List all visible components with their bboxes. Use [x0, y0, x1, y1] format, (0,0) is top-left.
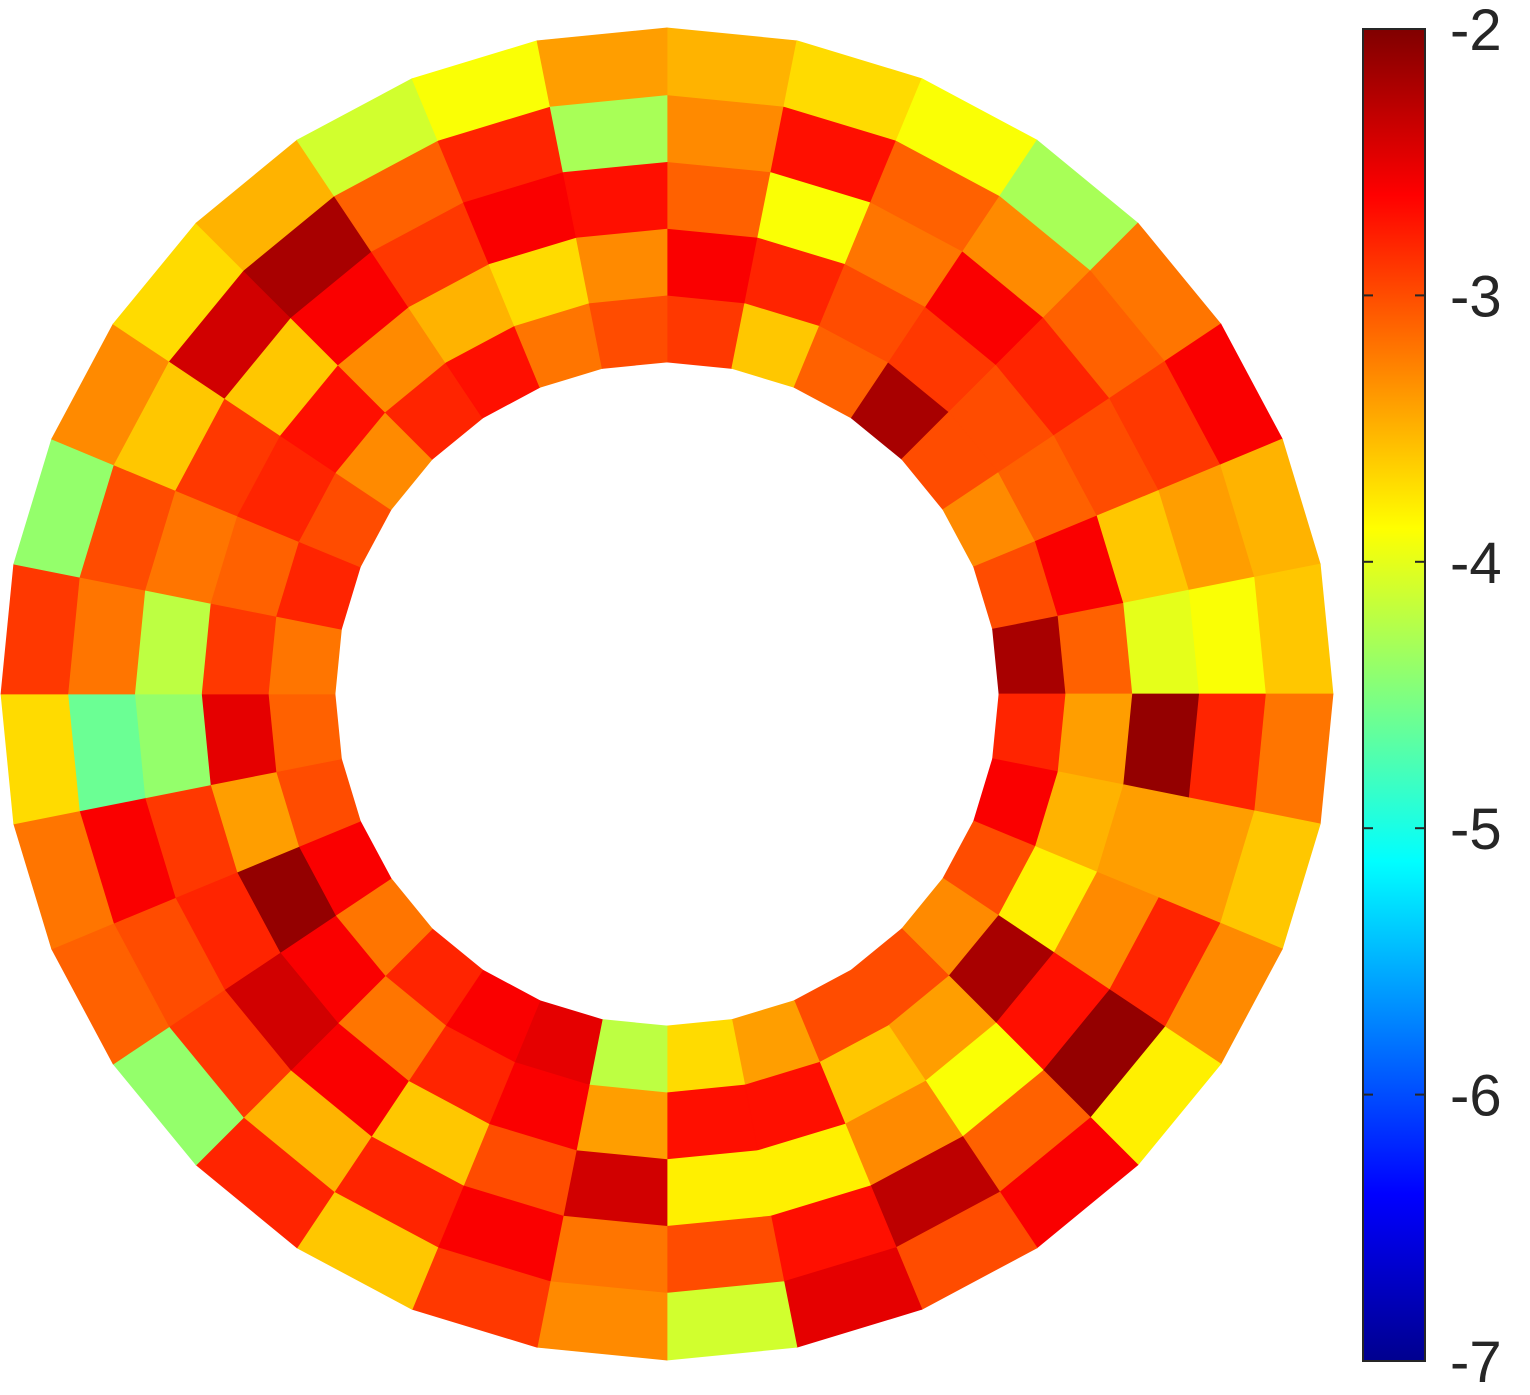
heatmap-cell: [549, 1215, 668, 1294]
colorbar-tick-label: -6: [1450, 1064, 1502, 1129]
heatmap-cell: [267, 693, 342, 773]
colorbar-tick-label: -7: [1450, 1330, 1502, 1395]
colorbar-tick-label: -4: [1450, 531, 1502, 596]
heatmap-cell: [134, 693, 211, 799]
colorbar-tick-label: -2: [1450, 0, 1502, 63]
heatmap-cell: [67, 576, 146, 695]
heatmap-cell: [1057, 693, 1134, 786]
heatmap-cell: [536, 1281, 668, 1361]
heatmap-cell: [666, 1084, 759, 1161]
heatmap-cell: [575, 1084, 668, 1161]
heatmap-cell: [1254, 693, 1334, 825]
heatmap-cell: [666, 1150, 772, 1227]
heatmap-cell: [1188, 693, 1267, 812]
heatmap-cell: [666, 161, 772, 238]
heatmap-cell: [562, 161, 668, 238]
colorbar-tick-label: -5: [1450, 797, 1502, 862]
heatmap-cell: [588, 1019, 668, 1094]
heatmap-cell: [200, 693, 277, 786]
heatmap-cell: [588, 294, 668, 369]
heatmap-cell: [1057, 602, 1134, 695]
heatmap-cell: [1254, 563, 1334, 695]
colorbar-tick-label: -3: [1450, 264, 1502, 329]
heatmap-cell: [575, 227, 668, 304]
heatmap-cell: [992, 615, 1067, 695]
heatmap-cell: [666, 294, 746, 369]
heatmap-cell: [562, 1150, 668, 1227]
colorbar-ticks: -2 -3 -4 -5 -6 -7: [1363, 0, 1502, 1395]
colorbar: -2 -3 -4 -5 -6 -7: [1362, 0, 1502, 1395]
heatmap-cell: [0, 563, 80, 695]
heatmap-cell: [666, 227, 759, 304]
heatmap-cell: [666, 1281, 798, 1361]
heatmap-cells: [0, 27, 1334, 1361]
heatmap-cell: [1123, 589, 1200, 695]
heatmap-cell: [200, 602, 277, 695]
heatmap-cell: [666, 1019, 746, 1094]
heatmap-cell: [992, 693, 1067, 773]
heatmap-cell: [267, 615, 342, 695]
heatmap-cell: [1123, 693, 1200, 799]
heatmap-cell: [1188, 576, 1267, 695]
heatmap-cell: [536, 27, 668, 107]
colorbar-gradient: [1362, 28, 1426, 1362]
heatmap-cell: [67, 693, 146, 812]
heatmap-cell: [666, 27, 798, 107]
heatmap-cell: [549, 94, 668, 173]
heatmap-cell: [666, 94, 785, 173]
heatmap-cell: [134, 589, 211, 695]
heatmap-cell: [666, 1215, 785, 1294]
heatmap-cell: [0, 693, 80, 825]
